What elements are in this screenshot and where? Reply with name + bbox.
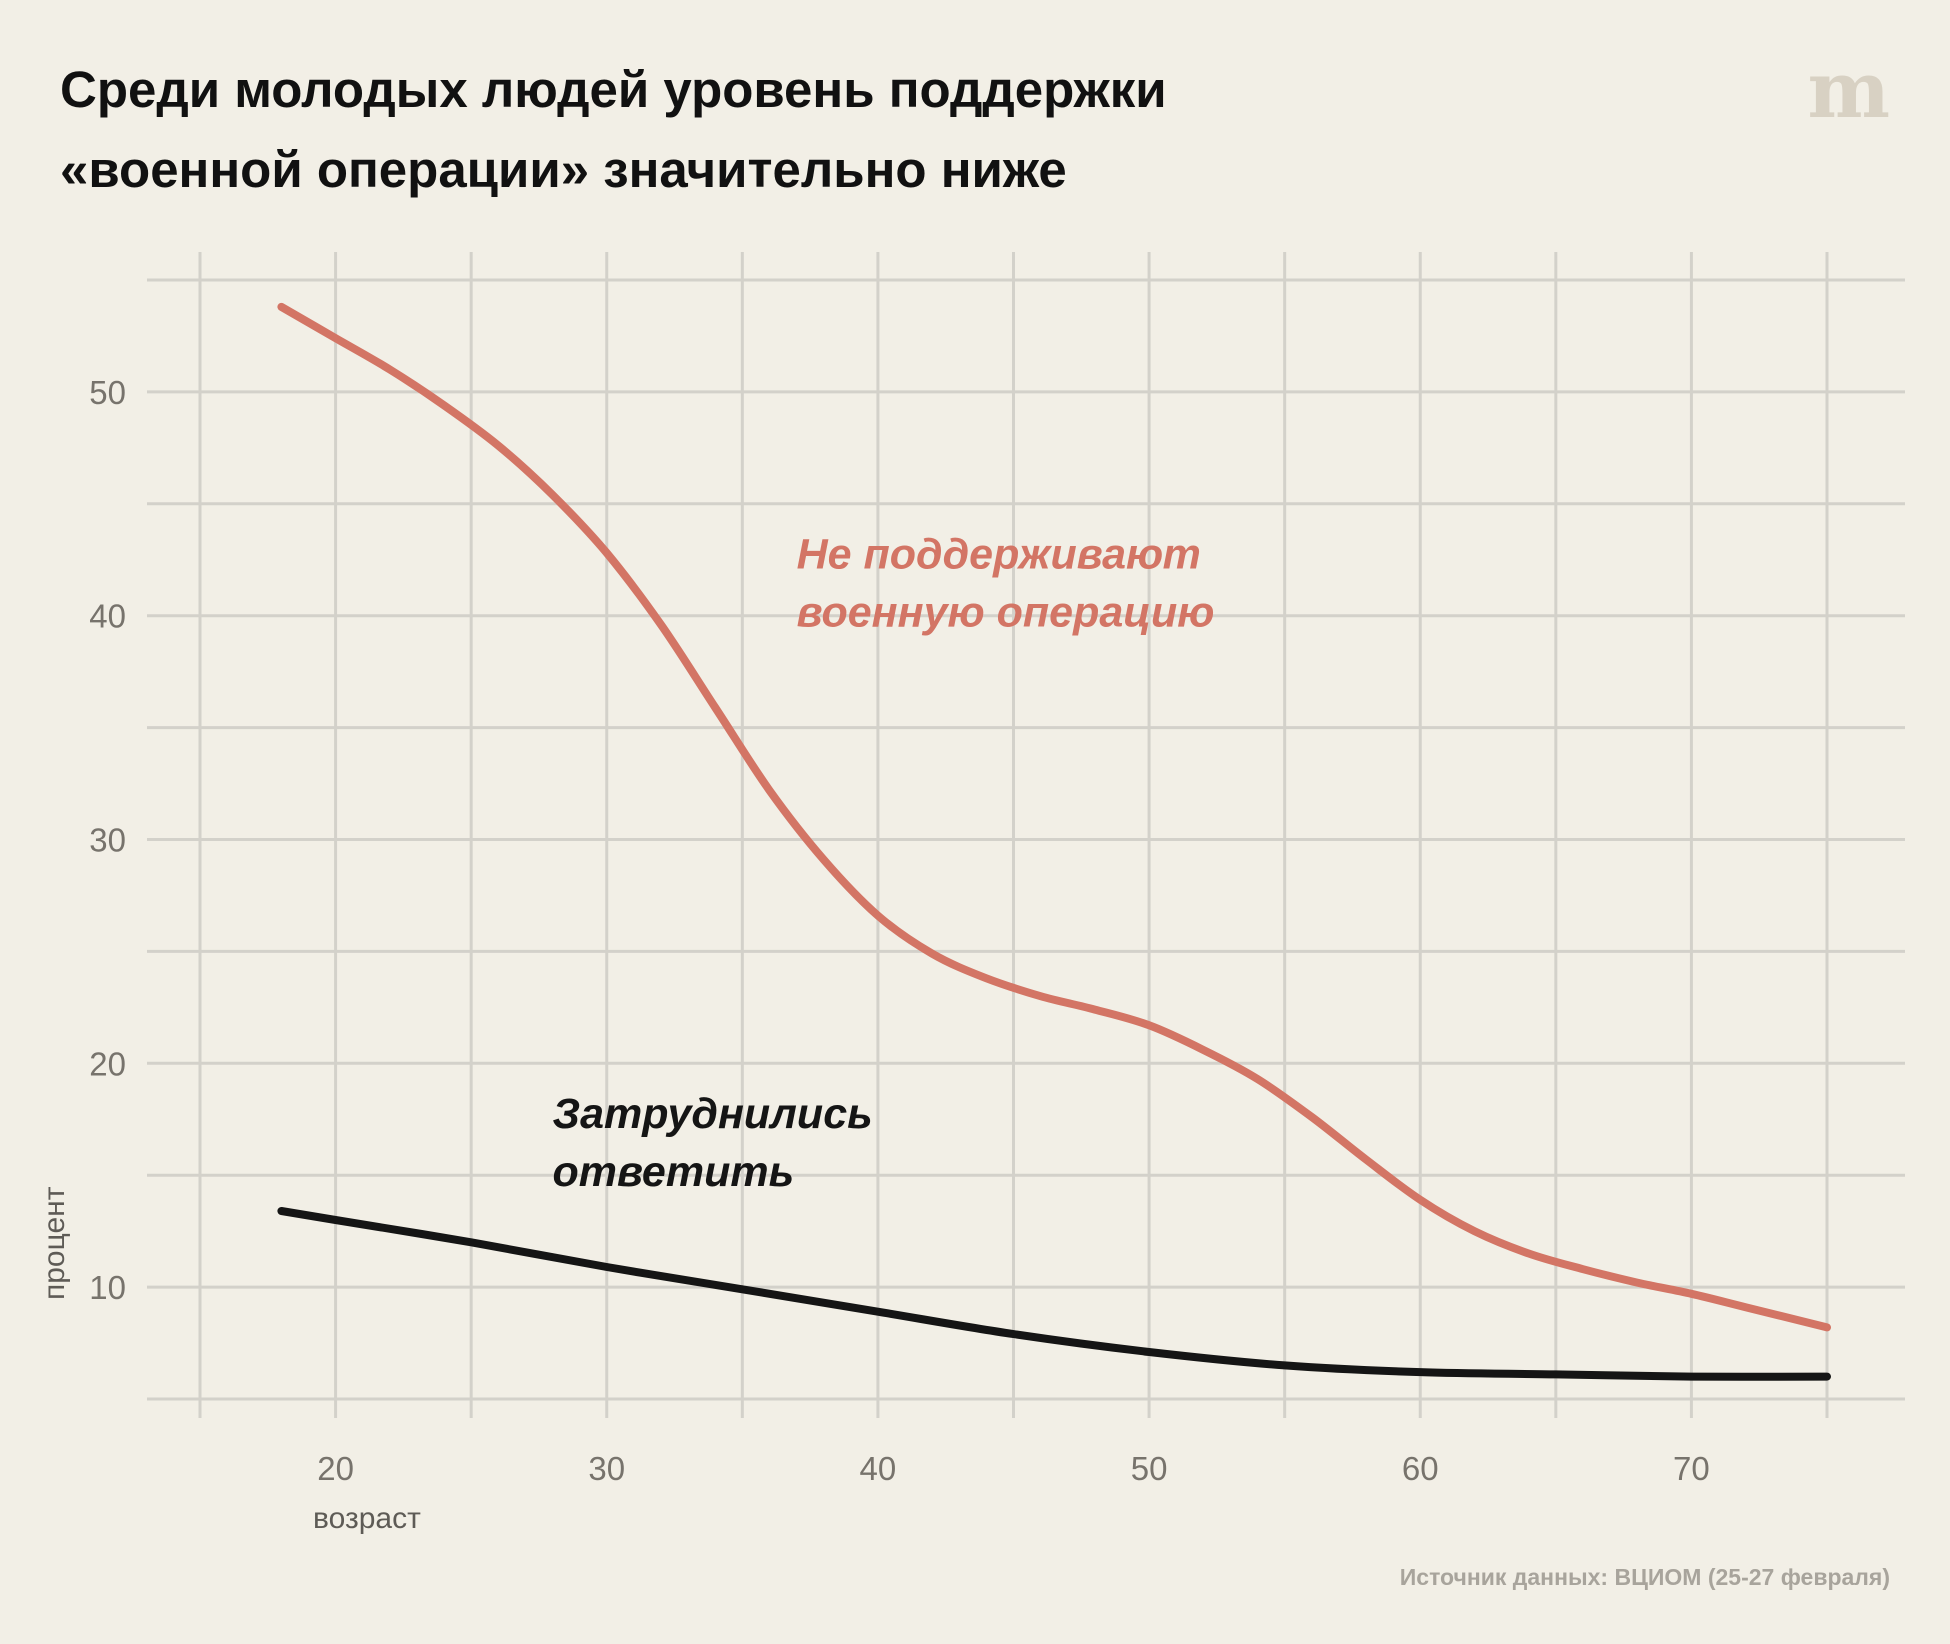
series-label-line: Затруднились: [553, 1090, 873, 1138]
series-label-oppose: Не поддерживают военную операцию: [797, 531, 1215, 637]
x-tick-label: 70: [1673, 1450, 1710, 1487]
y-tick-label: 40: [89, 598, 126, 635]
chart-title-line-1: Среди молодых людей уровень поддержки: [60, 61, 1167, 118]
y-tick-label: 30: [89, 822, 126, 859]
y-axis-label: процент: [38, 1186, 71, 1300]
y-tick-label: 10: [89, 1269, 126, 1306]
y-tick-label: 20: [89, 1045, 126, 1082]
series-line-oppose: [277, 302, 1831, 1332]
series-label-undecided: Затруднились ответить: [553, 1090, 873, 1196]
x-tick-labels: 20 30 40 50 60 70: [317, 1450, 1710, 1487]
grid: [147, 252, 1905, 1418]
series-line-undecided: [277, 1207, 1831, 1381]
series-label-line: военную операцию: [797, 589, 1215, 637]
series-label-line: Не поддерживают: [797, 531, 1201, 579]
series-label-line: ответить: [553, 1148, 795, 1196]
x-tick-label: 50: [1131, 1450, 1168, 1487]
chart-title: Среди молодых людей уровень поддержки «в…: [60, 50, 1660, 210]
x-tick-label: 30: [588, 1450, 625, 1487]
series-labels: Не поддерживают военную операцию Затруднил…: [553, 531, 1215, 1197]
chart-title-line-2: «военной операции» значительно ниже: [60, 141, 1067, 198]
x-tick-label: 20: [317, 1450, 354, 1487]
y-tick-labels: 10 20 30 40 50: [89, 374, 126, 1306]
source-note: Источник данных: ВЦИОМ (25-27 февраля): [1399, 1564, 1890, 1590]
logo: m: [1807, 45, 1890, 136]
series-lines: [277, 302, 1831, 1381]
x-axis-label: возраст: [313, 1502, 421, 1535]
y-tick-label: 50: [89, 374, 126, 411]
x-tick-label: 60: [1402, 1450, 1439, 1487]
x-tick-label: 40: [860, 1450, 897, 1487]
